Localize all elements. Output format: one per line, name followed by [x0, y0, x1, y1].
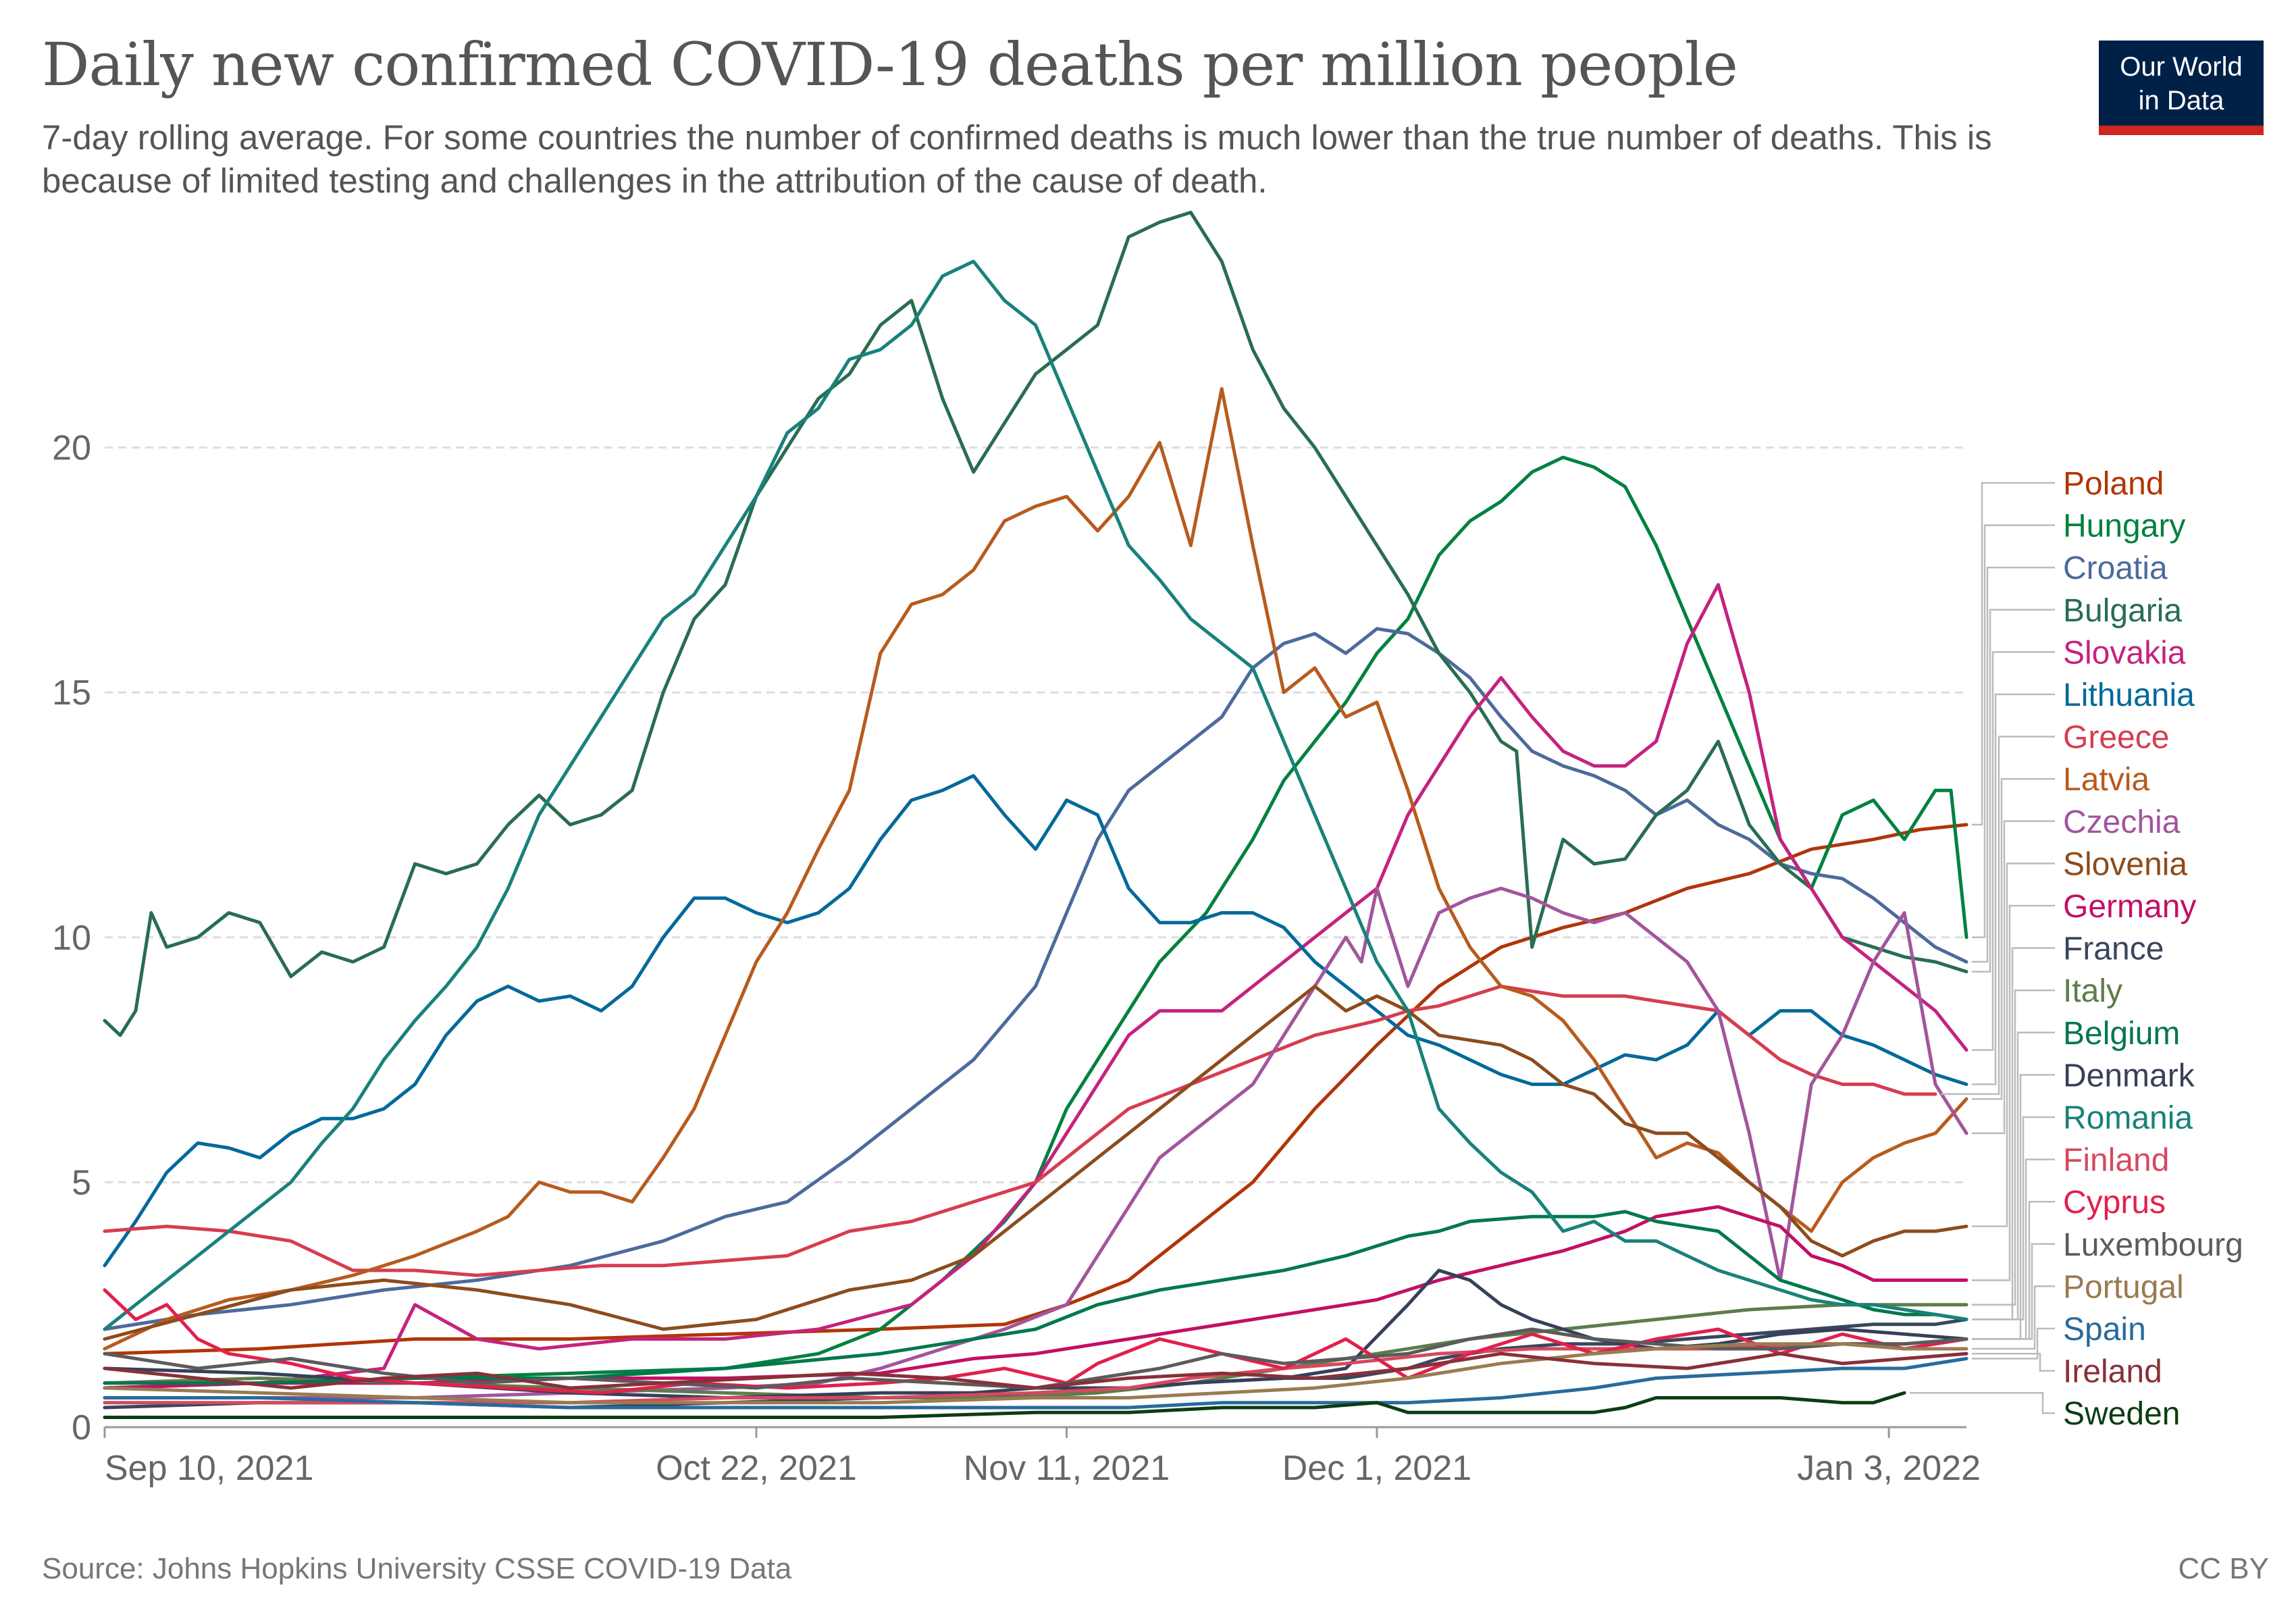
series-line-latvia[interactable]: [103, 387, 1968, 1351]
legend-connector: [1972, 1352, 2055, 1372]
x-tick-label: Dec 1, 2021: [1282, 1449, 1471, 1488]
logo-line-1: Our World: [2120, 52, 2243, 82]
series-line-lithuania[interactable]: [103, 774, 1968, 1268]
series-line-romania[interactable]: [103, 259, 1968, 1331]
legend-connector: [1972, 524, 2055, 939]
series-line-ireland[interactable]: [103, 1352, 1968, 1390]
chart-title: Daily new confirmed COVID-19 deaths per …: [42, 30, 1738, 99]
legend-label-belgium[interactable]: Belgium: [2063, 1016, 2180, 1052]
series-line-slovakia[interactable]: [103, 583, 1968, 1390]
legend-label-croatia[interactable]: Croatia: [2063, 550, 2168, 586]
legend-connector: [1910, 1391, 2055, 1414]
series-line-croatia[interactable]: [103, 627, 1968, 1331]
legend-label-france[interactable]: France: [2063, 931, 2164, 967]
y-tick-label: 20: [52, 429, 91, 468]
legend-label-ireland[interactable]: Ireland: [2063, 1354, 2162, 1390]
legend-label-cyprus[interactable]: Cyprus: [2063, 1185, 2166, 1220]
legend-label-lithuania[interactable]: Lithuania: [2063, 677, 2195, 713]
series-line-belgium[interactable]: [103, 1210, 1968, 1385]
axes: 0 5 10 15 20 Sep 10, 2021 Oct 22, 2021 Nov 11, …: [52, 429, 1981, 1488]
legend-label-latvia[interactable]: Latvia: [2063, 762, 2149, 798]
legend-label-germany[interactable]: Germany: [2063, 889, 2196, 925]
series-line-poland[interactable]: [103, 823, 1968, 1356]
legend-connector: [1972, 1116, 2055, 1320]
legend-connector: [1972, 1074, 2055, 1340]
series-line-slovenia[interactable]: [103, 984, 1968, 1341]
source-note[interactable]: Source: Johns Hopkins University CSSE CO…: [42, 1552, 792, 1585]
legend-connector: [1972, 1200, 2055, 1340]
legend: Poland Hungary Croatia Bulgaria Slovakia Lith…: [1910, 466, 2243, 1432]
series-line-hungary[interactable]: [103, 455, 1968, 1390]
legend-label-bulgaria[interactable]: Bulgaria: [2063, 593, 2182, 629]
x-tick-label: Oct 22, 2021: [656, 1449, 857, 1488]
legend-label-denmark[interactable]: Denmark: [2063, 1058, 2195, 1093]
series-line-greece[interactable]: [103, 984, 1937, 1277]
series-line-bulgaria[interactable]: [103, 211, 1968, 1037]
legend-label-czechia[interactable]: Czechia: [2063, 804, 2181, 840]
series-line-luxembourg[interactable]: [103, 1327, 1968, 1390]
x-tick-label: Sep 10, 2021: [105, 1449, 313, 1488]
legend-connector: [1972, 1158, 2055, 1340]
legend-label-luxembourg[interactable]: Luxembourg: [2063, 1227, 2243, 1263]
series-line-sweden[interactable]: [103, 1391, 1906, 1419]
series-line-spain[interactable]: [103, 1357, 1968, 1410]
legend-label-sweden[interactable]: Sweden: [2063, 1396, 2180, 1432]
logo-accent-bar: [2099, 126, 2264, 135]
legend-label-finland[interactable]: Finland: [2063, 1143, 2169, 1179]
y-tick-label: 15: [52, 673, 91, 713]
y-tick-label: 10: [52, 919, 91, 958]
legend-connector: [1972, 693, 2055, 1085]
legend-label-portugal[interactable]: Portugal: [2063, 1269, 2184, 1305]
x-tick-label: Nov 11, 2021: [964, 1449, 1170, 1488]
legend-connector: [1941, 736, 2055, 1096]
legend-connector: [1972, 1327, 2055, 1360]
chart-subtitle: 7-day rolling average. For some countrie…: [42, 118, 1992, 200]
series-lines: [103, 211, 1968, 1419]
license-link[interactable]: CC BY: [2178, 1552, 2269, 1585]
legend-label-slovenia[interactable]: Slovenia: [2063, 846, 2187, 882]
legend-label-italy[interactable]: Italy: [2063, 973, 2122, 1009]
legend-connector: [1972, 1243, 2055, 1340]
y-tick-label: 0: [72, 1408, 91, 1447]
gridlines: [105, 446, 1966, 1183]
legend-connector: [1972, 989, 2055, 1306]
legend-connector: [1972, 482, 2055, 826]
legend-connector: [1972, 820, 2055, 1135]
legend-connector: [1972, 566, 2055, 963]
series-line-czechia[interactable]: [103, 886, 1968, 1399]
legend-label-greece[interactable]: Greece: [2063, 720, 2169, 756]
legend-label-spain[interactable]: Spain: [2063, 1312, 2146, 1347]
legend-connector: [1972, 863, 2055, 1227]
legend-label-poland[interactable]: Poland: [2063, 466, 2164, 502]
owid-logo[interactable]: Our World in Data: [2099, 41, 2264, 135]
legend-connector: [1972, 651, 2055, 1051]
x-tick-label: Jan 3, 2022: [1797, 1449, 1981, 1488]
series-line-germany[interactable]: [103, 1205, 1968, 1390]
logo-line-2: in Data: [2138, 86, 2224, 115]
legend-label-romania[interactable]: Romania: [2063, 1100, 2193, 1136]
legend-connector: [1972, 609, 2055, 973]
legend-connector: [1972, 904, 2055, 1281]
legend-connector: [1972, 777, 2055, 1100]
series-line-portugal[interactable]: [103, 1342, 1968, 1405]
legend-connector: [1972, 1285, 2055, 1350]
legend-label-hungary[interactable]: Hungary: [2063, 509, 2185, 544]
legend-label-slovakia[interactable]: Slovakia: [2063, 635, 2186, 671]
y-tick-label: 5: [72, 1163, 91, 1202]
